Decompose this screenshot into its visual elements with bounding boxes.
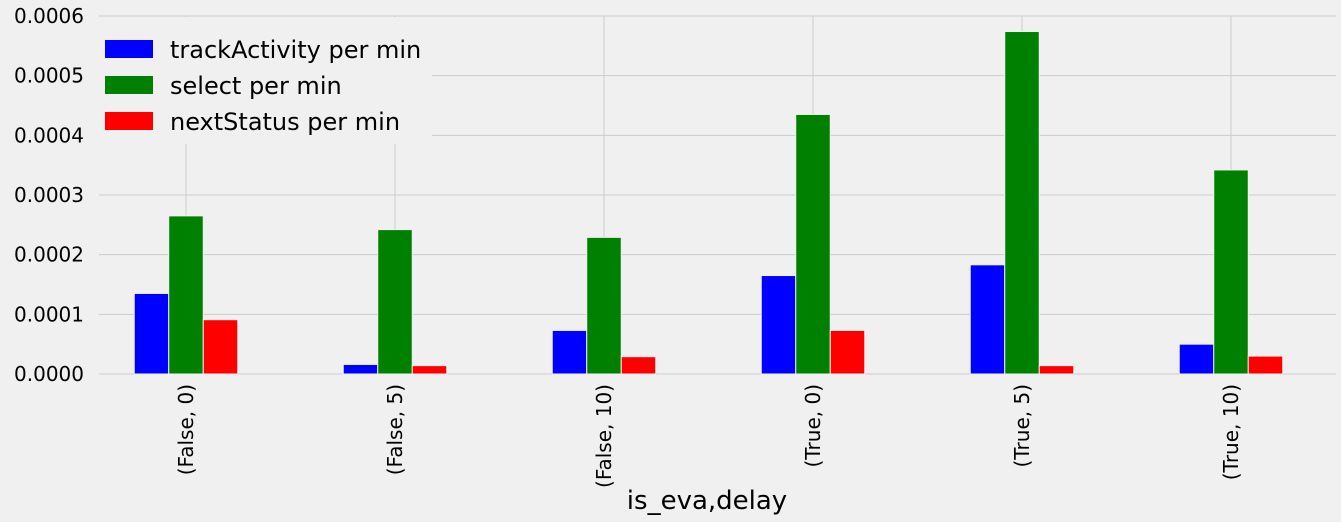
bar (1004, 31, 1040, 375)
y-tick-label: 0.0006 (14, 4, 84, 28)
bar (411, 365, 448, 375)
x-tick-label: (False, 10) (592, 384, 616, 488)
bars (133, 31, 1284, 375)
bar (795, 113, 831, 375)
legend: trackActivity per min select per min nextS… (99, 17, 432, 144)
legend-label: nextStatus per min (170, 108, 400, 136)
y-tick-label: 0.0004 (14, 123, 84, 147)
x-tick-label: (True, 5) (1010, 384, 1034, 468)
legend-label: select per min (170, 72, 342, 100)
bar (551, 329, 588, 375)
legend-swatch (105, 76, 153, 94)
x-tick-label: (False, 0) (174, 384, 198, 475)
x-axis-label: is_eva,delay (627, 486, 787, 516)
bar (1247, 355, 1284, 375)
bar (133, 292, 170, 375)
bar (829, 329, 866, 375)
bar (760, 275, 797, 375)
y-axis-ticks: 0.0000 0.0001 0.0002 0.0003 0.0004 0.0005 0.00… (14, 4, 84, 386)
bar (969, 264, 1006, 375)
legend-box (99, 17, 432, 144)
y-tick-label: 0.0000 (14, 362, 84, 386)
x-tick-label: (False, 5) (383, 384, 407, 475)
x-axis-ticks: (False, 0) (False, 5) (False, 10) (True, 0)… (174, 384, 1243, 488)
bar (1213, 169, 1249, 375)
legend-swatch (105, 112, 153, 130)
bar (1038, 365, 1075, 375)
bar (620, 356, 657, 375)
bar (342, 363, 379, 375)
bar (1178, 343, 1215, 375)
y-tick-label: 0.0003 (14, 183, 84, 207)
x-tick-label: (True, 0) (801, 384, 825, 468)
y-tick-label: 0.0001 (14, 302, 84, 326)
bar (586, 236, 622, 375)
x-tick-label: (True, 10) (1219, 384, 1243, 480)
legend-label: trackActivity per min (170, 36, 421, 64)
bar (168, 215, 204, 375)
y-tick-label: 0.0002 (14, 243, 84, 267)
bar (377, 229, 413, 375)
bar (202, 319, 239, 375)
legend-swatch (105, 40, 153, 58)
y-tick-label: 0.0005 (14, 64, 84, 88)
